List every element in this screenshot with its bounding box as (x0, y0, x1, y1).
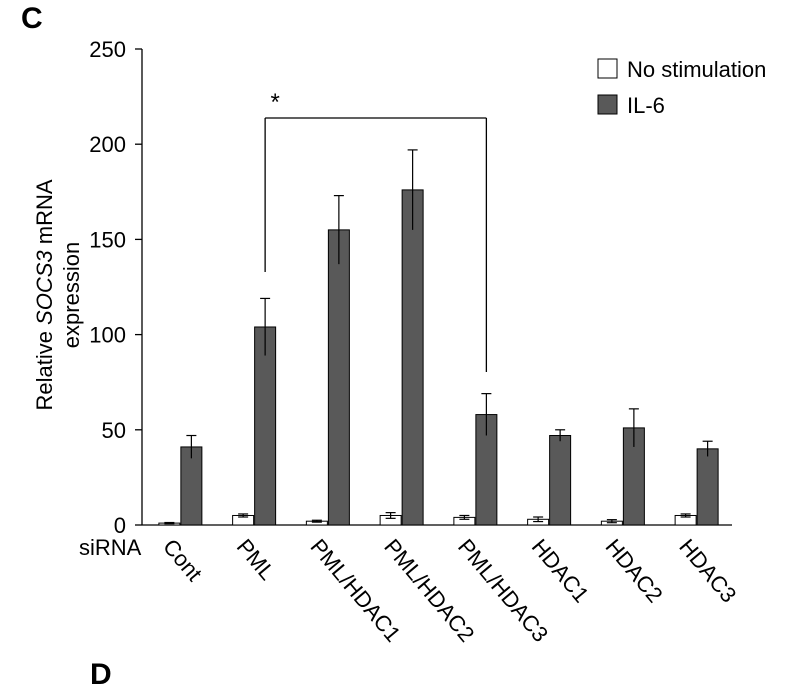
x-tick-label: Cont (158, 534, 207, 586)
y-axis-title-gene: SOCS3 (32, 250, 57, 325)
next-panel-label: D (90, 658, 112, 691)
y-tick-label: 250 (89, 37, 126, 62)
y-axis-title-line1: Relative SOCS3 mRNA (32, 179, 57, 410)
legend-swatch (597, 94, 618, 115)
bar-il6 (401, 189, 424, 526)
y-tick-label: 0 (114, 513, 126, 538)
y-tick-label: 100 (89, 323, 126, 348)
x-axis-title: siRNA (79, 535, 142, 560)
legend-swatch (597, 58, 618, 79)
x-tick-label: HDAC3 (674, 534, 741, 607)
bar-il6 (327, 229, 350, 526)
legend-label: IL-6 (627, 93, 665, 118)
bar-il6 (696, 448, 719, 526)
bar-il6 (549, 435, 572, 526)
y-axis-title-line2: expression (59, 242, 84, 348)
x-tick-label: HDAC2 (601, 534, 668, 607)
y-axis-title: Relative SOCS3 mRNA expression (32, 179, 84, 410)
panel-label: C (21, 2, 43, 35)
y-axis-title-prefix: Relative (32, 325, 57, 411)
x-tick-label: PML (232, 534, 280, 585)
y-tick-label: 50 (102, 418, 126, 443)
y-axis-title-suffix: mRNA (32, 179, 57, 250)
y-tick-label: 200 (89, 132, 126, 157)
bar-il6 (254, 326, 277, 526)
significance-marker: * (270, 89, 279, 116)
legend-label: No stimulation (627, 57, 766, 82)
y-tick-label: 150 (89, 227, 126, 252)
bar-il6 (180, 446, 203, 526)
x-tick-label: HDAC1 (527, 534, 594, 607)
